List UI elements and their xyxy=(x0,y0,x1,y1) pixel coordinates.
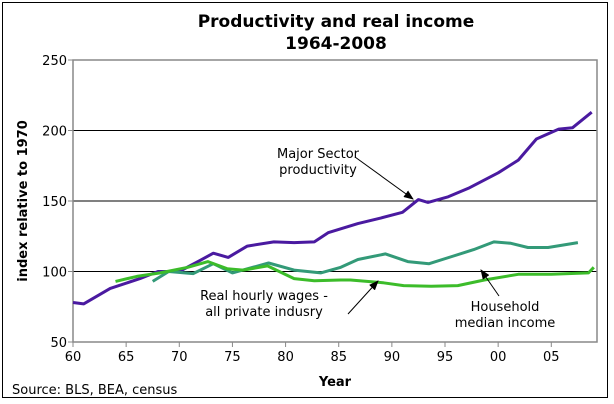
y-tick-label: 50 xyxy=(50,336,67,351)
annotation-text: productivity xyxy=(279,163,357,178)
source-note: Source: BLS, BEA, census xyxy=(12,383,178,398)
chart-title: Productivity and real income xyxy=(198,12,475,32)
annotation-arrow xyxy=(480,269,500,297)
x-tick-label: 00 xyxy=(490,350,507,365)
y-tick-label: 250 xyxy=(42,54,67,69)
y-tick-label: 200 xyxy=(42,125,67,140)
y-tick-label: 100 xyxy=(42,266,67,281)
y-tick-label: 150 xyxy=(42,195,67,210)
annotation-arrow xyxy=(347,280,379,315)
x-tick-label: 90 xyxy=(384,350,401,365)
annotation-text: median income xyxy=(455,316,555,331)
annotation-arrow xyxy=(354,156,414,200)
x-tick-label: 05 xyxy=(543,350,560,365)
x-tick-label: 75 xyxy=(224,350,241,365)
annotation-text: Major Sector xyxy=(277,147,360,162)
y-axis-label: index relative to 1970 xyxy=(16,120,31,282)
annotation-text: Household xyxy=(471,300,540,315)
chart-frame xyxy=(2,2,608,398)
annotation-text: Real hourly wages - xyxy=(200,289,328,304)
x-tick-label: 65 xyxy=(118,350,135,365)
x-tick-label: 95 xyxy=(437,350,454,365)
x-axis-label: Year xyxy=(318,375,352,390)
chart-subtitle: 1964-2008 xyxy=(285,34,387,54)
annotation-text: all private indusry xyxy=(205,305,323,320)
x-tick-label: 60 xyxy=(65,350,82,365)
x-tick-label: 85 xyxy=(330,350,347,365)
x-tick-label: 70 xyxy=(171,350,188,365)
series-line-2 xyxy=(115,260,595,288)
x-tick-label: 80 xyxy=(277,350,294,365)
